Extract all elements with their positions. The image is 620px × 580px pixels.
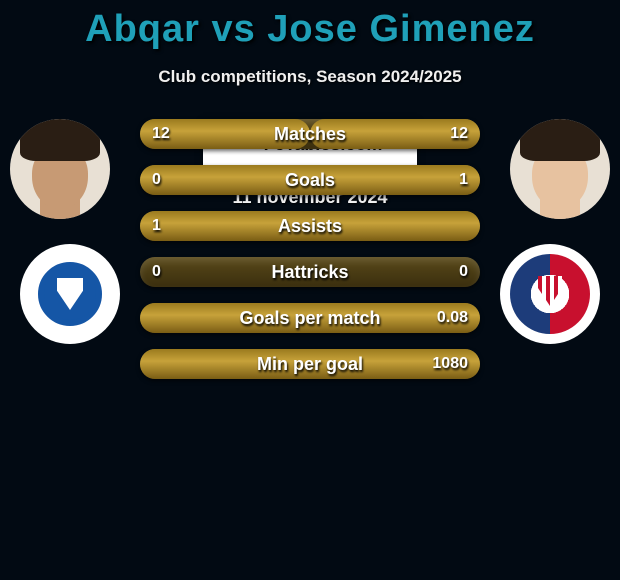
club-left-badge [20,244,120,344]
stat-label: Hattricks [140,257,480,287]
subtitle: Club competitions, Season 2024/2025 [0,67,620,87]
player-left-avatar [10,119,110,219]
stat-bars: 1212Matches 01Goals 1Assists 00Hattricks 0.0… [140,119,480,395]
stat-bar: 01Goals [140,165,480,195]
stat-bar: 1Assists [140,211,480,241]
stat-label: Assists [140,211,480,241]
stat-label: Goals per match [140,303,480,333]
player-right-avatar [510,119,610,219]
atletico-crest-icon [510,254,590,334]
alaves-crest-icon [38,262,102,326]
stat-bar: 00Hattricks [140,257,480,287]
stat-bar: 0.08Goals per match [140,303,480,333]
club-right-badge [500,244,600,344]
stat-bar: 1212Matches [140,119,480,149]
page-title: Abqar vs Jose Gimenez [0,0,620,51]
stat-label: Min per goal [140,349,480,379]
stat-bar: 1080Min per goal [140,349,480,379]
stat-label: Matches [140,119,480,149]
stat-label: Goals [140,165,480,195]
